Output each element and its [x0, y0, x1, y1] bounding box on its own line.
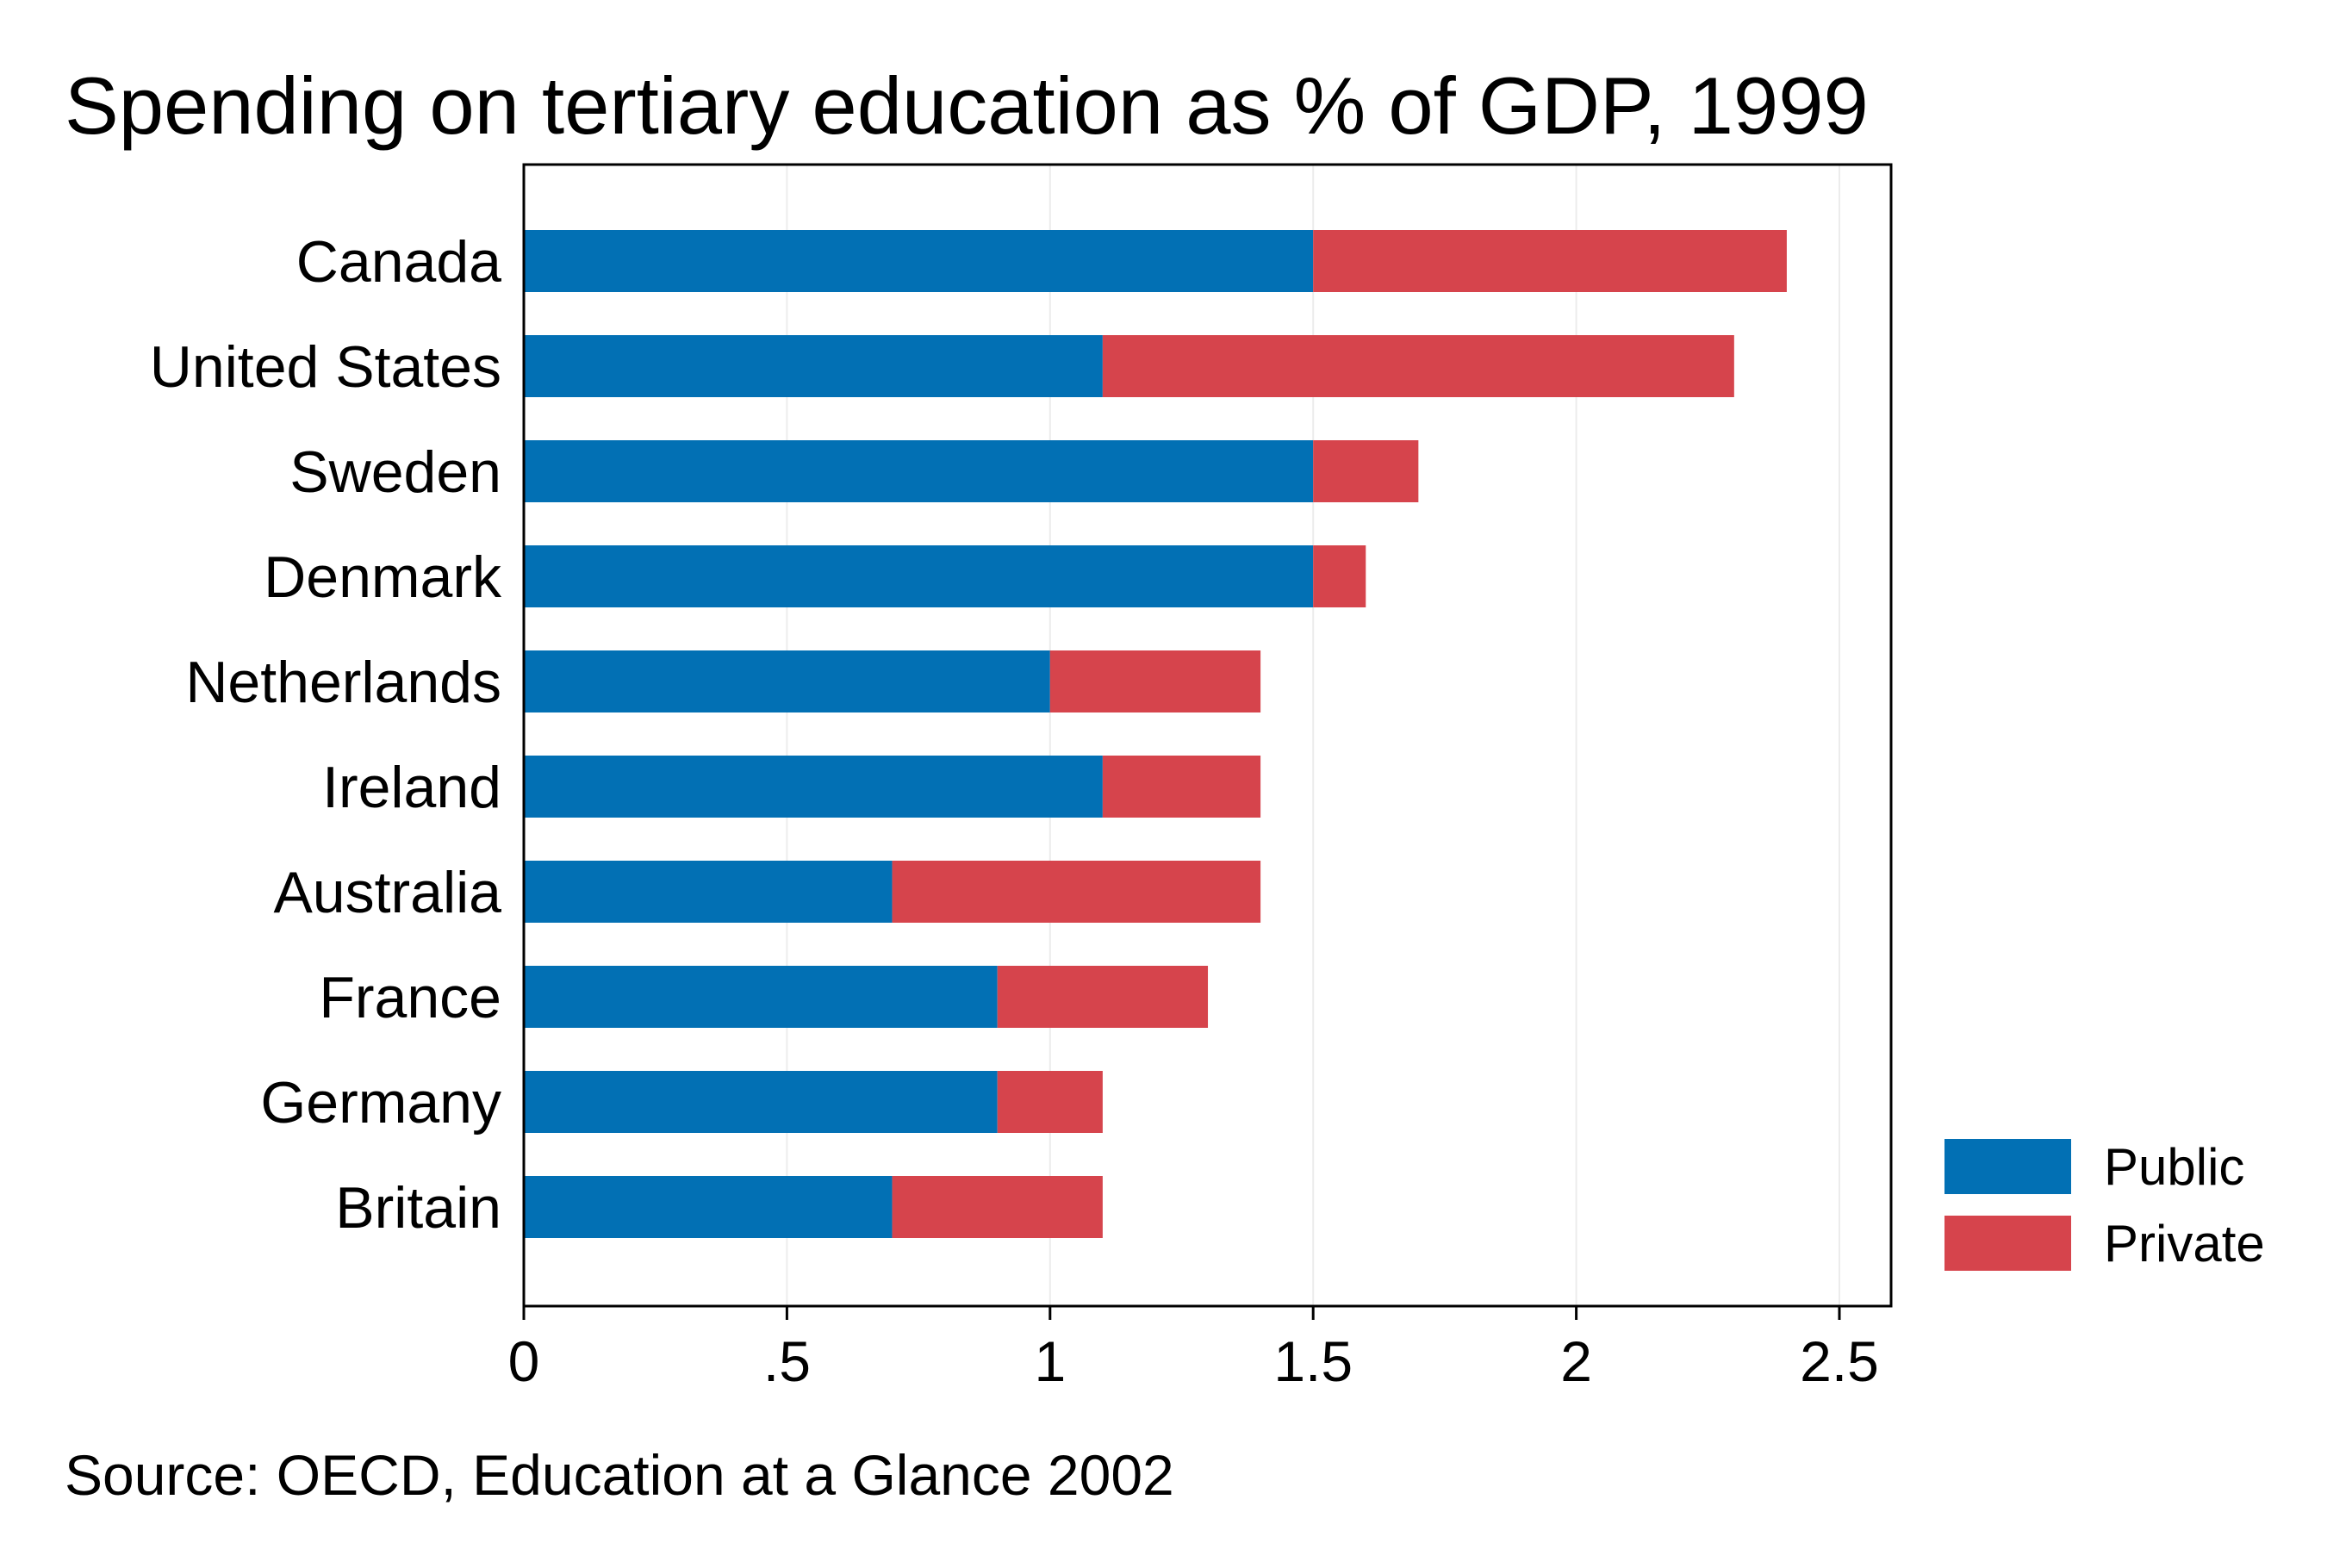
- x-tick-label: 2.5: [1800, 1329, 1879, 1393]
- bar-private-germany: [997, 1071, 1103, 1133]
- bar-private-netherlands: [1049, 650, 1261, 712]
- bar-public-ireland: [524, 756, 1103, 818]
- bar-private-canada: [1313, 230, 1787, 292]
- bar-private-sweden: [1313, 440, 1419, 502]
- source-note: Source: OECD, Education at a Glance 2002: [65, 1443, 1174, 1507]
- bar-private-britain: [892, 1176, 1103, 1238]
- legend: Public Private: [1944, 1138, 2265, 1272]
- category-label: Ireland: [322, 755, 501, 820]
- plot-frame: [522, 163, 1893, 1308]
- x-tick-label: .5: [763, 1329, 811, 1393]
- category-label: Germany: [260, 1070, 501, 1136]
- x-tick-label: 0: [508, 1329, 540, 1393]
- category-label: Australia: [273, 860, 501, 925]
- bar-public-britain: [524, 1176, 893, 1238]
- category-label: United States: [150, 334, 501, 400]
- bar-private-united-states: [1102, 335, 1734, 397]
- bar-public-sweden: [524, 440, 1314, 502]
- chart-title: Spending on tertiary education as % of G…: [65, 60, 1869, 151]
- x-tick-label: 1: [1034, 1329, 1066, 1393]
- legend-label-public: Public: [2104, 1138, 2244, 1196]
- legend-swatch-private: [1944, 1216, 2071, 1271]
- bar-private-france: [997, 966, 1209, 1028]
- category-label: Denmark: [264, 544, 502, 610]
- bar-private-ireland: [1102, 756, 1261, 818]
- category-label: France: [319, 965, 501, 1030]
- category-label: Sweden: [289, 439, 501, 505]
- bar-public-australia: [524, 861, 893, 923]
- bar-public-germany: [524, 1071, 998, 1133]
- category-label: Canada: [296, 229, 501, 295]
- category-labels: Canada United States Sweden Denmark Netherla…: [150, 229, 502, 1241]
- x-axis-ticks: 0 .5 1 1.5 2 2.5: [508, 1306, 1879, 1393]
- legend-label-private: Private: [2104, 1215, 2265, 1272]
- bar-public-denmark: [524, 545, 1314, 607]
- bar-private-denmark: [1313, 545, 1366, 607]
- bar-private-australia: [892, 861, 1261, 923]
- x-tick-label: 1.5: [1273, 1329, 1353, 1393]
- bars: [524, 230, 1787, 1238]
- category-label: Britain: [335, 1175, 501, 1241]
- x-tick-label: 2: [1560, 1329, 1592, 1393]
- bar-public-netherlands: [524, 650, 1050, 712]
- legend-swatch-public: [1944, 1139, 2071, 1194]
- bar-public-canada: [524, 230, 1314, 292]
- bar-public-france: [524, 966, 998, 1028]
- category-label: Netherlands: [185, 650, 501, 715]
- bar-public-united-states: [524, 335, 1103, 397]
